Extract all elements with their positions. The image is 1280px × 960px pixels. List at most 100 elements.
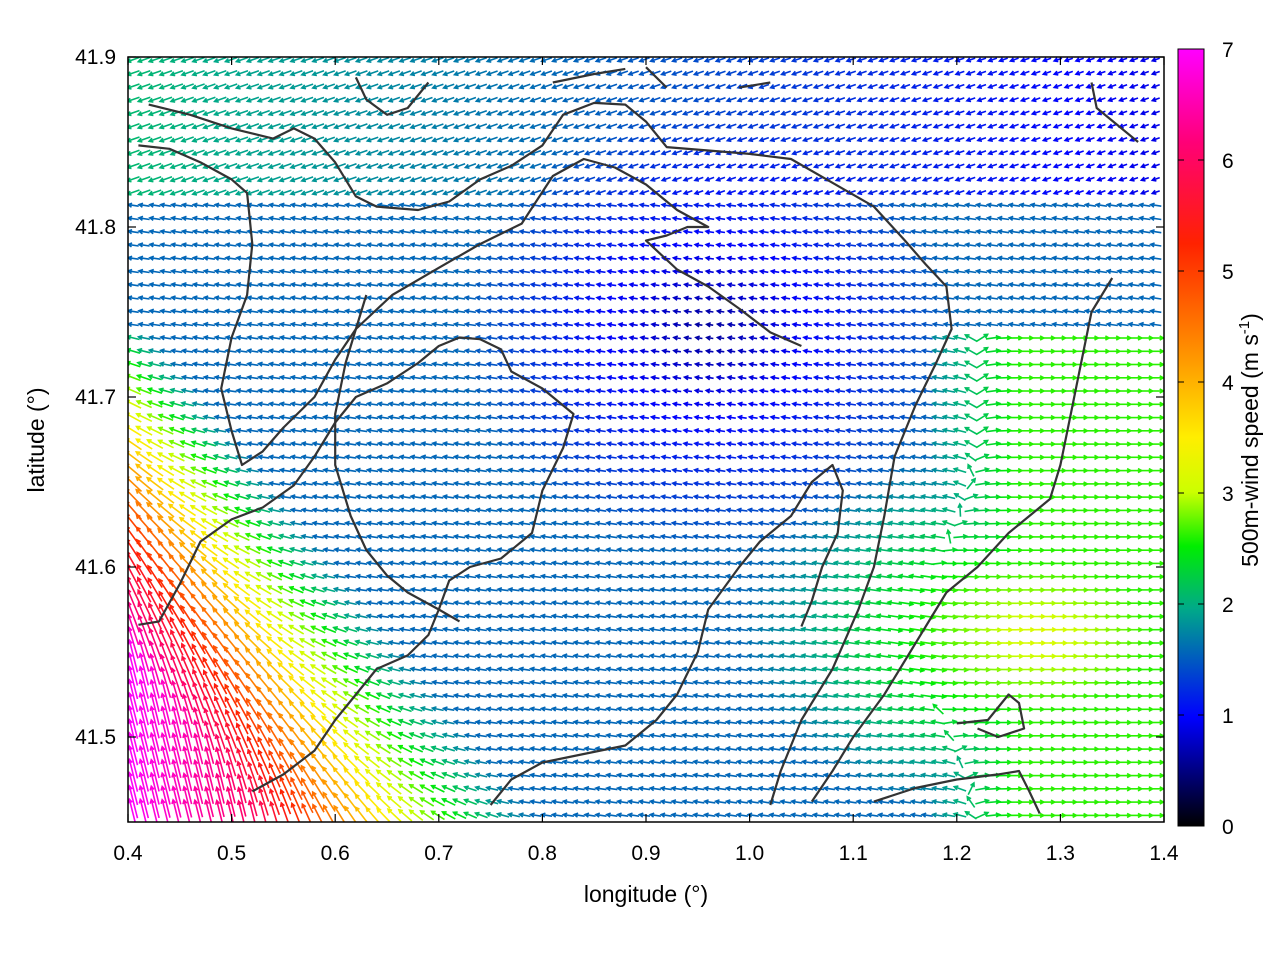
wind-arrow-shaft [541, 813, 553, 817]
wind-arrow-head [800, 772, 807, 778]
wind-arrow-head [811, 785, 818, 792]
wind-arrow-head [375, 756, 382, 762]
wind-arrow-head [615, 785, 622, 792]
wind-arrow-shaft [845, 787, 857, 791]
wind-arrow-shaft [769, 734, 781, 738]
wind-arrow-head [811, 746, 818, 752]
wind-arrow-head [876, 785, 883, 792]
wind-arrow-shaft [835, 800, 846, 804]
wind-arrow-shaft [867, 800, 879, 804]
wind-arrow-shaft [606, 734, 618, 738]
wind-arrow-head [626, 799, 633, 805]
wind-arrow-head [854, 732, 861, 739]
wind-arrow-shaft [398, 757, 413, 767]
wind-arrow-shaft [269, 789, 281, 816]
wind-arrow-head [887, 745, 894, 752]
wind-arrow-head [138, 691, 144, 698]
wind-arrow-head [214, 746, 221, 753]
wind-arrow-shaft [322, 779, 337, 799]
wind-arrow-shaft [398, 770, 413, 781]
wind-arrow-shaft [128, 732, 139, 766]
wind-arrow-head [149, 784, 155, 791]
wind-arrow-head [768, 772, 775, 778]
wind-arrow-shaft [899, 773, 912, 778]
wind-arrow-head [301, 789, 307, 796]
wind-arrow-shaft [128, 772, 139, 806]
wind-arrow-head [930, 759, 937, 765]
wind-arrow-head [877, 812, 883, 818]
wind-arrow-shaft [409, 732, 423, 739]
wind-arrow-head [626, 759, 633, 765]
wind-arrow-shaft [172, 720, 182, 752]
wind-arrow-shaft [291, 803, 301, 822]
wind-arrow-shaft [595, 734, 607, 738]
wind-arrow-shaft [355, 806, 369, 822]
wind-arrow-head [463, 745, 470, 752]
wind-arrow-shaft [442, 785, 456, 793]
wind-arrow-shaft [856, 813, 868, 817]
wind-arrow-head [463, 798, 469, 804]
wind-arrow-shaft [704, 734, 716, 738]
wind-arrow-shaft [398, 796, 413, 808]
wind-arrow-head [441, 732, 448, 738]
wind-arrow-shaft [715, 800, 727, 804]
wind-arrow-shaft [835, 813, 846, 817]
wind-arrow-shaft [975, 811, 989, 819]
wind-arrow-head [637, 785, 644, 792]
wind-arrow-head [268, 762, 274, 769]
wind-arrow-head [311, 790, 317, 797]
wind-arrow-shaft [715, 813, 727, 817]
wind-arrow-shaft [387, 783, 402, 795]
wind-arrow-shaft [321, 728, 337, 744]
wind-arrow-head [970, 781, 975, 788]
wind-arrow-shaft [442, 759, 456, 766]
wind-arrow-head [833, 812, 840, 818]
wind-arrow-shaft [486, 734, 498, 738]
wind-arrow-shaft [420, 797, 435, 807]
wind-arrow-shaft [639, 721, 651, 725]
wind-arrow-shaft [387, 718, 402, 727]
wind-arrow-head [518, 732, 524, 739]
wind-arrow-head [637, 746, 644, 752]
wind-arrow-shaft [835, 787, 846, 791]
wind-arrow-head [408, 809, 415, 815]
wind-arrow-head [430, 771, 436, 777]
wind-arrow-shaft [365, 794, 380, 810]
wind-arrow-shaft [877, 720, 891, 725]
wind-arrow-head [561, 732, 568, 739]
wind-arrow-shaft [442, 772, 456, 779]
wind-arrow-shaft [573, 787, 585, 791]
wind-arrow-shaft [802, 734, 814, 738]
wind-arrow-shaft [508, 787, 520, 791]
wind-arrow-head [757, 719, 764, 725]
wind-arrow-shaft [248, 775, 259, 803]
wind-arrow-head [572, 799, 579, 805]
wind-arrow-head [713, 746, 720, 752]
wind-arrow-shaft [932, 800, 945, 804]
wind-arrow-shaft [194, 800, 202, 822]
wind-arrow-head [953, 771, 959, 777]
wind-arrow-head [149, 718, 155, 725]
wind-arrow-head [615, 719, 622, 725]
wind-arrow-shaft [726, 787, 738, 791]
wind-arrow-shaft [639, 787, 651, 791]
wind-arrow-head [930, 719, 936, 725]
wind-arrow-shaft [161, 746, 171, 779]
wind-arrow-shaft [354, 755, 370, 769]
wind-arrow-head [757, 772, 764, 778]
wind-arrow-shaft [497, 800, 510, 805]
wind-arrow-shaft [911, 813, 923, 817]
wind-arrow-shaft [573, 813, 585, 817]
wind-arrow-head [397, 770, 403, 776]
wind-arrow-head [561, 746, 568, 752]
wind-arrow-head [386, 731, 393, 737]
wind-arrow-head [637, 759, 644, 765]
wind-arrow-head [583, 812, 590, 818]
wind-arrow-shaft [237, 800, 245, 822]
wind-arrow-shaft [432, 720, 444, 725]
wind-arrow-head [735, 799, 742, 805]
wind-arrow-shaft [354, 730, 370, 742]
wind-arrow-head [822, 812, 829, 818]
wind-arrow-head [138, 784, 144, 791]
wind-arrow-shaft [682, 721, 694, 725]
